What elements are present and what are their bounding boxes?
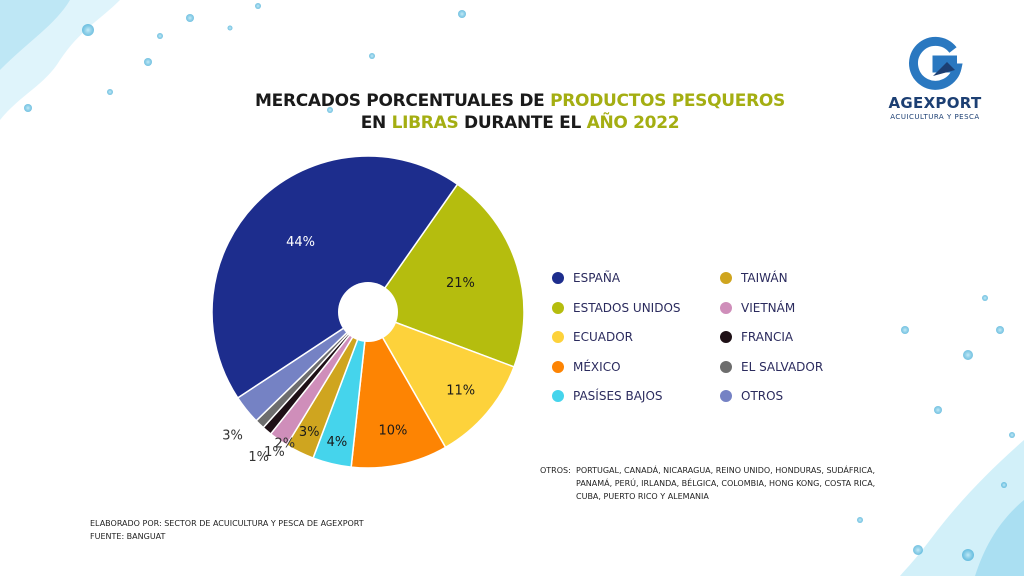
logo-name: AGEXPORT [888,94,982,112]
title-line-2: EN LIBRAS DURANTE EL AÑO 2022 [230,112,810,134]
legend-label: EL SALVADOR [741,359,824,374]
legend-label: TAIWÁN [741,271,788,285]
legend-item-pasises-bajos: PASÍSES BAJOS [552,389,663,403]
credits: ELABORADO POR: SECTOR DE ACUICULTURA Y P… [90,517,364,543]
title-line-1: MERCADOS PORCENTUALES DE PRODUCTOS PESQU… [230,90,810,112]
data-label-otros: 3% [222,429,243,444]
legend-swatch [720,331,732,343]
pie-slice-ecuador [366,310,515,449]
logo-tagline: ACUICULTURA Y PESCA [890,113,980,121]
legend-swatch [720,360,732,373]
data-label-pasises-bajos: 4% [327,435,348,450]
legend-item-mexico: MÉXICO [552,360,621,374]
chart-title: MERCADOS PORCENTUALES DE PRODUCTOS PESQU… [230,90,810,134]
pie-slice-mexico [350,309,447,469]
legend-label: VIETNÁM [741,300,796,315]
data-label-estados-unidos: 21% [446,276,475,291]
credits-author: ELABORADO POR: SECTOR DE ACUICULTURA Y P… [90,519,364,528]
data-label-espana: 44% [286,235,315,250]
title-part: MERCADOS PORCENTUALES DE [255,91,551,111]
title-highlight: PRODUCTOS PESQUEROS [550,91,785,111]
title-highlight: LIBRAS [391,113,459,133]
legend-label: PASÍSES BAJOS [573,389,663,403]
title-part: DURANTE EL [458,113,587,133]
legend-item-otros: OTROS [720,389,783,403]
legend-swatch [720,272,732,284]
data-label-ecuador: 11% [446,383,475,398]
pie-slice-espana [211,155,459,399]
legend-item-estados-unidos: ESTADOS UNIDOS [552,301,681,315]
title-part: EN [360,113,392,133]
data-label-vietnam: 2% [274,437,295,452]
legend-label: OTROS [741,389,784,403]
legend-item-vietnam: VIETNÁM [720,301,795,315]
legend-swatch [552,390,564,402]
agexport-g-icon [909,36,963,90]
data-label-mexico: 10% [378,424,407,439]
data-label-francia: 1% [264,445,285,460]
otros-countries: PORTUGAL, CANADÁ, NICARAGUA, REINO UNIDO… [576,466,876,501]
legend-label: MÉXICO [573,359,621,374]
otros-label: OTROS: [540,466,571,475]
legend-swatch [720,301,732,314]
legend-swatch [552,360,564,373]
legend-label: ECUADOR [573,330,633,344]
agexport-logo: AGEXPORT ACUICULTURA Y PESCA [880,36,990,121]
legend-swatch [552,272,564,284]
legend-label: FRANCIA [741,330,794,344]
legend-item-ecuador: ECUADOR [552,330,633,344]
pie-chart: 21%11%10%4%3%2%1%1%3%44% [211,155,525,469]
legend-item-taiwan: TAIWÁN [720,271,788,285]
legend-item-espana: ESPAÑA [552,271,620,285]
legend-item-francia: FRANCIA [720,330,793,344]
legend-swatch [552,331,564,343]
legend-label: ESPAÑA [573,271,621,285]
pie-slice-estados-unidos [366,183,525,368]
legend-label: ESTADOS UNIDOS [573,300,681,315]
legend-item-el-salvador: EL SALVADOR [720,360,823,374]
data-label-el-salvador: 1% [248,450,269,465]
title-highlight: AÑO 2022 [586,113,680,133]
legend-swatch [552,301,564,314]
donut-hole [338,282,398,342]
data-label-taiwan: 3% [299,425,320,440]
credits-source: FUENTE: BANGUAT [90,532,166,541]
legend-swatch [720,390,732,402]
